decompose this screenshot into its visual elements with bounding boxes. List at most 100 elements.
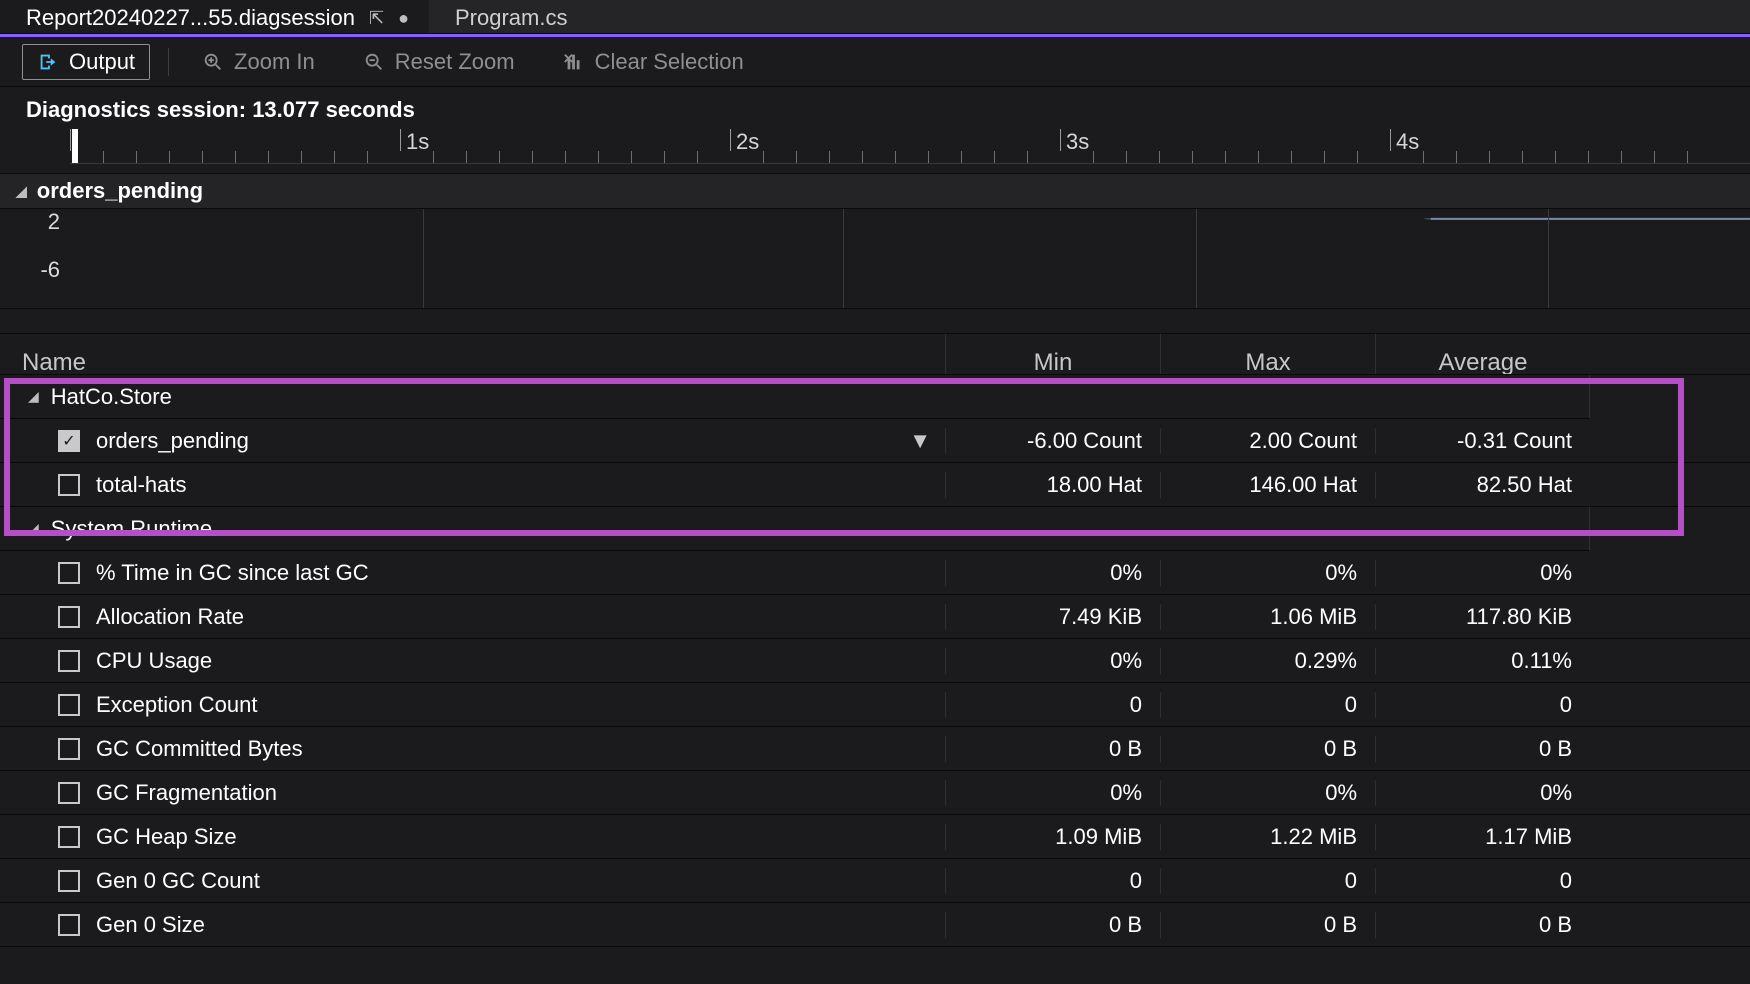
metric-max: 146.00 Hat — [1160, 472, 1375, 498]
metric-avg: -0.31 Count — [1375, 428, 1590, 454]
reset-zoom-label: Reset Zoom — [395, 49, 515, 75]
metric-max: 0% — [1160, 780, 1375, 806]
metric-row[interactable]: Gen 0 GC Count000 — [0, 859, 1750, 903]
metric-checkbox[interactable]: ✓ — [58, 430, 80, 452]
metric-avg: 0% — [1375, 780, 1590, 806]
col-min-header[interactable]: Min — [945, 333, 1160, 375]
metrics-header[interactable]: Name Min Max Average — [0, 333, 1750, 375]
collapse-icon[interactable]: ◢ — [28, 388, 39, 405]
clear-selection-button[interactable]: Clear Selection — [548, 44, 759, 80]
metric-row[interactable]: total-hats18.00 Hat146.00 Hat82.50 Hat — [0, 463, 1750, 507]
group-row[interactable]: ◢ System.Runtime — [0, 507, 1590, 551]
metric-max: 2.00 Count — [1160, 428, 1375, 454]
play-cursor[interactable] — [72, 129, 78, 163]
metric-min: 7.49 KiB — [945, 604, 1160, 630]
metric-checkbox[interactable] — [58, 782, 80, 804]
clear-selection-label: Clear Selection — [595, 49, 744, 75]
metric-avg: 117.80 KiB — [1375, 604, 1590, 630]
metric-row[interactable]: GC Fragmentation0%0%0% — [0, 771, 1750, 815]
session-value: 13.077 seconds — [252, 97, 415, 122]
metric-checkbox[interactable] — [58, 914, 80, 936]
metric-name: Allocation Rate — [96, 604, 244, 630]
track-body[interactable]: 2 -6 — [0, 209, 1750, 309]
track-yaxis: 2 -6 — [0, 209, 70, 308]
metric-name: Gen 0 Size — [96, 912, 205, 938]
col-max-header[interactable]: Max — [1160, 333, 1375, 375]
metric-name: total-hats — [96, 472, 187, 498]
reset-zoom-icon — [363, 51, 385, 73]
group-row[interactable]: ◢ HatCo.Store — [0, 375, 1590, 419]
track-header[interactable]: ◢ orders_pending — [0, 173, 1750, 209]
col-avg-header[interactable]: Average — [1375, 333, 1590, 375]
metric-row[interactable]: Exception Count000 — [0, 683, 1750, 727]
reset-zoom-button[interactable]: Reset Zoom — [348, 44, 530, 80]
session-summary: Diagnostics session: 13.077 seconds — [0, 87, 1750, 129]
metric-name: orders_pending — [96, 428, 249, 454]
col-name-header[interactable]: Name — [0, 333, 945, 375]
zoom-in-label: Zoom In — [234, 49, 315, 75]
metric-min: -6.00 Count — [945, 428, 1160, 454]
ruler-label: 4s — [1396, 129, 1419, 155]
metric-name: GC Fragmentation — [96, 780, 277, 806]
metric-min: 0% — [945, 560, 1160, 586]
metric-checkbox[interactable] — [58, 650, 80, 672]
collapse-icon[interactable]: ◢ — [16, 183, 27, 200]
ruler-label: 1s — [406, 129, 429, 155]
metric-row[interactable]: Allocation Rate 7.49 KiB1.06 MiB117.80 Ki… — [0, 595, 1750, 639]
timeline-ruler[interactable]: 1s2s3s4s — [70, 129, 1750, 173]
metric-max: 1.22 MiB — [1160, 824, 1375, 850]
metric-row[interactable]: GC Committed Bytes0 B0 B0 B — [0, 727, 1750, 771]
metric-max: 0% — [1160, 560, 1375, 586]
tab-program-label: Program.cs — [455, 5, 567, 31]
metric-max: 1.06 MiB — [1160, 604, 1375, 630]
metric-min: 0 — [945, 868, 1160, 894]
metric-max: 0 — [1160, 692, 1375, 718]
toolbar-sep — [168, 48, 169, 76]
metric-min: 0% — [945, 648, 1160, 674]
metric-avg: 0 B — [1375, 912, 1590, 938]
metric-min: 0 — [945, 692, 1160, 718]
metric-checkbox[interactable] — [58, 562, 80, 584]
pin-icon[interactable]: ⇱ — [369, 8, 384, 29]
filter-icon[interactable]: ▼ — [909, 428, 931, 454]
ruler-label: 2s — [736, 129, 759, 155]
metric-checkbox[interactable] — [58, 606, 80, 628]
output-label: Output — [69, 49, 135, 75]
metric-min: 0 B — [945, 736, 1160, 762]
track-name: orders_pending — [37, 178, 203, 204]
metric-name: GC Heap Size — [96, 824, 237, 850]
metric-min: 0% — [945, 780, 1160, 806]
metric-avg: 0.11% — [1375, 648, 1590, 674]
zoom-in-button[interactable]: Zoom In — [187, 44, 330, 80]
tab-report[interactable]: Report20240227...55.diagsession ⇱ ● — [0, 0, 429, 33]
clear-selection-icon — [563, 51, 585, 73]
metric-checkbox[interactable] — [58, 870, 80, 892]
metric-row[interactable]: Gen 0 Size0 B0 B0 B — [0, 903, 1750, 947]
metric-row[interactable]: CPU Usage0%0.29%0.11% — [0, 639, 1750, 683]
metric-min: 18.00 Hat — [945, 472, 1160, 498]
metric-checkbox[interactable] — [58, 694, 80, 716]
output-button[interactable]: Output — [22, 44, 150, 80]
unsaved-dot-icon: ● — [398, 8, 409, 29]
metric-checkbox[interactable] — [58, 474, 80, 496]
metric-checkbox[interactable] — [58, 738, 80, 760]
metric-avg: 1.17 MiB — [1375, 824, 1590, 850]
metric-avg: 0 — [1375, 692, 1590, 718]
metric-name: % Time in GC since last GC — [96, 560, 369, 586]
group-name: System.Runtime — [51, 516, 212, 542]
tab-program[interactable]: Program.cs — [429, 0, 587, 33]
metric-min: 0 B — [945, 912, 1160, 938]
metric-name: CPU Usage — [96, 648, 212, 674]
metric-row[interactable]: % Time in GC since last GC0%0%0% — [0, 551, 1750, 595]
metric-max: 0 B — [1160, 736, 1375, 762]
metric-checkbox[interactable] — [58, 826, 80, 848]
group-name: HatCo.Store — [51, 384, 172, 410]
metric-min: 1.09 MiB — [945, 824, 1160, 850]
y-bot-label: -6 — [40, 257, 60, 283]
metric-name: Gen 0 GC Count — [96, 868, 260, 894]
metric-row[interactable]: ✓ orders_pending ▼ -6.00 Count2.00 Count-0.… — [0, 419, 1750, 463]
metric-row[interactable]: GC Heap Size 1.09 MiB1.22 MiB1.17 MiB — [0, 815, 1750, 859]
metric-max: 0 — [1160, 868, 1375, 894]
collapse-icon[interactable]: ◢ — [28, 520, 39, 537]
track-plot[interactable] — [70, 209, 1750, 308]
